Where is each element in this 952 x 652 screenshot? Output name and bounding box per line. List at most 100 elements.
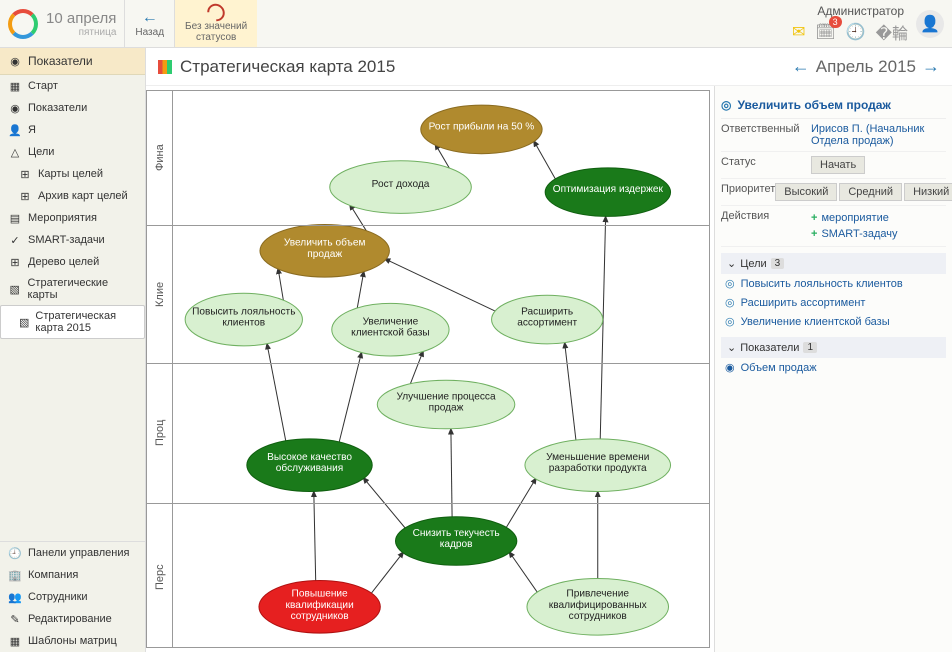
sidebar: ◉ Показатели ▦Старт◉Показатели👤Я△Цели⊞Ка… xyxy=(0,48,146,652)
sidebar-item[interactable]: ▤Мероприятия xyxy=(0,207,145,229)
back-arrow-icon: ← xyxy=(142,9,158,27)
sidebar-item[interactable]: ⊞ Архив карт целей xyxy=(0,185,145,207)
lane-label: Фина xyxy=(147,91,173,225)
priority-low[interactable]: Низкий xyxy=(904,183,952,201)
sidebar-bottom-item[interactable]: ▦Шаблоны матриц xyxy=(0,630,145,652)
details-panel: ◎ Увеличить объем продаж Ответственный И… xyxy=(714,86,952,652)
item-icon: ◉ xyxy=(8,101,22,115)
item-icon: ⊞ xyxy=(18,189,32,203)
sidebar-bottom-item[interactable]: ✎Редактирование xyxy=(0,608,145,630)
goals-count: 3 xyxy=(771,258,785,269)
nostatus-label: Без значений статусов xyxy=(185,21,247,43)
strategy-map: ФинаКлиеПроцПерс Рост прибыли на 50 %Рос… xyxy=(146,90,710,648)
node-label: Рост дохода xyxy=(372,179,430,190)
priority-label: Приоритет xyxy=(721,183,775,201)
sidebar-item-label: Архив карт целей xyxy=(38,190,128,202)
node-label: Рост прибыли на 50 % xyxy=(429,120,535,132)
lane-label: Клие xyxy=(147,225,173,363)
target-icon: ◎ xyxy=(725,296,735,309)
sidebar-item-label: Карты целей xyxy=(38,168,103,180)
sidebar-item[interactable]: △Цели xyxy=(0,141,145,163)
back-button[interactable]: ← Назад xyxy=(124,0,174,47)
goal-link[interactable]: ◎Увеличение клиентской базы xyxy=(721,312,946,331)
lane-label: Перс xyxy=(147,503,173,648)
item-icon: 🕘 xyxy=(8,546,22,560)
actions-label: Действия xyxy=(721,210,811,242)
avatar[interactable]: 👤 xyxy=(916,10,944,38)
content-header: Стратегическая карта 2015 ← Апрель 2015 … xyxy=(146,48,952,86)
item-icon: ▧ xyxy=(19,315,29,329)
sidebar-item-label: Стратегические карты xyxy=(27,277,137,301)
plus-icon: + xyxy=(811,212,817,224)
sidebar-item[interactable]: ▦Старт xyxy=(0,75,145,97)
month-nav: ← Апрель 2015 → xyxy=(792,56,940,77)
edge xyxy=(600,215,605,441)
sidebar-item-label: SMART-задачи xyxy=(28,234,105,246)
edge xyxy=(451,427,452,519)
add-event-link[interactable]: +мероприятие xyxy=(811,210,897,226)
sidebar-item[interactable]: ⊞Карты целей xyxy=(0,163,145,185)
add-smart-link[interactable]: +SMART-задачу xyxy=(811,226,897,242)
chart-icon xyxy=(158,60,172,74)
sidebar-item[interactable]: ◉Показатели xyxy=(0,97,145,119)
indicator-link[interactable]: ◉Объем продаж xyxy=(721,358,946,377)
diagram-canvas: Рост прибыли на 50 %Рост доходаОптимизац… xyxy=(173,91,709,648)
next-month-button[interactable]: → xyxy=(922,56,940,77)
sidebar-item-label: Цели xyxy=(28,146,54,158)
node-label: Повышениеквалификациисотрудников xyxy=(286,589,354,622)
edge xyxy=(357,270,364,312)
indicators-section-header[interactable]: ⌄ Показатели 1 xyxy=(721,337,946,358)
status-button[interactable]: Начать xyxy=(811,156,865,174)
sidebar-bottom-item[interactable]: 🕘Панели управления xyxy=(0,542,145,564)
node-label: Уменьшение времениразработки продукта xyxy=(546,452,649,474)
edge xyxy=(508,551,540,596)
sidebar-item-label: Сотрудники xyxy=(28,591,88,603)
target-icon: ◎ xyxy=(725,315,735,328)
ind-count: 1 xyxy=(803,342,817,353)
sidebar-item[interactable]: 👤Я xyxy=(0,119,145,141)
priority-high[interactable]: Высокий xyxy=(775,183,837,201)
sidebar-item-label: Компания xyxy=(28,569,78,581)
sidebar-bottom-item[interactable]: 🏢Компания xyxy=(0,564,145,586)
sidebar-item-label: Я xyxy=(28,124,36,136)
nostatus-button[interactable]: Без значений статусов xyxy=(174,0,257,47)
priority-mid[interactable]: Средний xyxy=(839,183,902,201)
prev-month-button[interactable]: ← xyxy=(792,56,810,77)
back-label: Назад xyxy=(135,27,164,38)
item-icon: ✓ xyxy=(8,233,22,247)
sidebar-item[interactable]: ⊞Дерево целей xyxy=(0,251,145,273)
topbar-right: Администратор ✉ 🗓3 🕘 �輪 👤 xyxy=(792,4,952,44)
goal-link[interactable]: ◎Расширить ассортимент xyxy=(721,293,946,312)
target-icon: ◎ xyxy=(725,277,735,290)
item-icon: ▦ xyxy=(8,634,22,648)
ind-hdr-label: Показатели xyxy=(740,342,799,354)
gauge-icon: ◉ xyxy=(725,361,735,374)
item-icon: ✎ xyxy=(8,612,22,626)
date-full: 10 апреля xyxy=(46,10,116,27)
user-name: Администратор xyxy=(817,4,904,18)
notifications-icon[interactable]: 🗓3 xyxy=(815,22,835,42)
sidebar-item[interactable]: ✓ SMART-задачи xyxy=(0,229,145,251)
gauge-sm-icon: ◉ xyxy=(8,54,22,68)
item-icon: ▤ xyxy=(8,211,22,225)
settings-icon[interactable]: �輪 xyxy=(876,20,908,44)
sidebar-item-label: Дерево целей xyxy=(28,256,99,268)
date-block: 10 апреля пятница xyxy=(46,10,116,38)
lane-separator xyxy=(147,503,709,504)
mail-icon[interactable]: ✉ xyxy=(792,22,805,42)
panel-title: ◎ Увеличить объем продаж xyxy=(721,92,946,119)
sidebar-item-label: Старт xyxy=(28,80,58,92)
sidebar-item[interactable]: ▧Стратегическая карта 2015 xyxy=(0,305,145,339)
goals-section-header[interactable]: ⌄ Цели 3 xyxy=(721,253,946,274)
chevron-down-icon: ⌄ xyxy=(727,257,736,270)
edge xyxy=(267,342,287,443)
month-label: Апрель 2015 xyxy=(816,57,916,77)
clock-icon[interactable]: 🕘 xyxy=(846,22,866,42)
sidebar-item[interactable]: ▧Стратегические карты xyxy=(0,273,145,305)
responsible-value[interactable]: Ирисов П. (Начальник Отдела продаж) xyxy=(811,123,946,147)
edge xyxy=(565,341,577,442)
edge xyxy=(533,140,557,183)
sidebar-bottom-item[interactable]: 👥Сотрудники xyxy=(0,586,145,608)
goal-link[interactable]: ◎Повысить лояльность клиентов xyxy=(721,274,946,293)
sidebar-header[interactable]: ◉ Показатели xyxy=(0,48,145,75)
